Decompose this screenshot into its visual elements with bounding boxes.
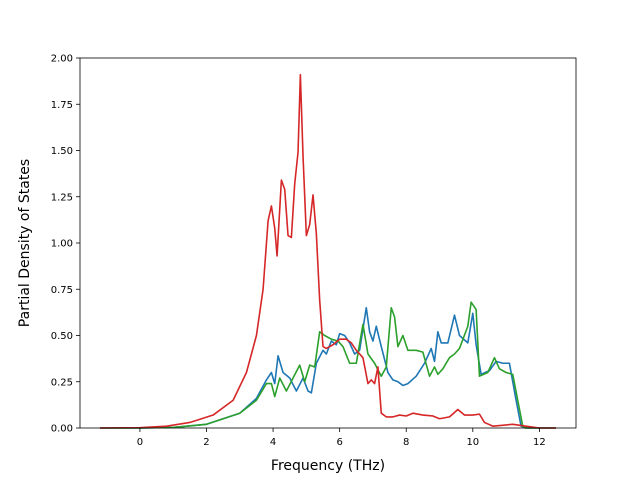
- x-axis-ticks: 0 2 4 6 8 10 12: [137, 428, 546, 448]
- x-tick-label: 6: [336, 437, 342, 448]
- y-tick-label: 0.25: [51, 377, 73, 388]
- y-tick-label: 1.50: [51, 146, 73, 157]
- x-tick-label: 10: [466, 437, 479, 448]
- y-axis-ticks: 0.00 0.25 0.50 0.75 1.00 1.25 1.50 1.75 2.00: [51, 54, 80, 435]
- series-line-2: [99, 301, 557, 429]
- series-line-3: [99, 73, 557, 429]
- x-tick-label: 8: [403, 437, 409, 448]
- plot-area: [80, 58, 576, 428]
- y-tick-label: 1.25: [51, 192, 73, 203]
- series-line-1: [99, 306, 557, 429]
- x-tick-label: 4: [270, 437, 276, 448]
- y-tick-label: 2.00: [51, 54, 73, 65]
- x-tick-label: 12: [533, 437, 546, 448]
- x-axis-label: Frequency (THz): [271, 458, 385, 474]
- y-tick-label: 1.00: [51, 239, 73, 250]
- x-tick-label: 2: [203, 437, 209, 448]
- series-layer: [99, 73, 557, 429]
- x-tick-label: 0: [137, 437, 143, 448]
- y-tick-label: 1.75: [51, 100, 73, 111]
- y-tick-label: 0.50: [51, 331, 73, 342]
- y-tick-label: 0.00: [51, 424, 73, 435]
- y-axis-label: Partial Density of States: [17, 159, 33, 327]
- y-tick-label: 0.75: [51, 285, 73, 296]
